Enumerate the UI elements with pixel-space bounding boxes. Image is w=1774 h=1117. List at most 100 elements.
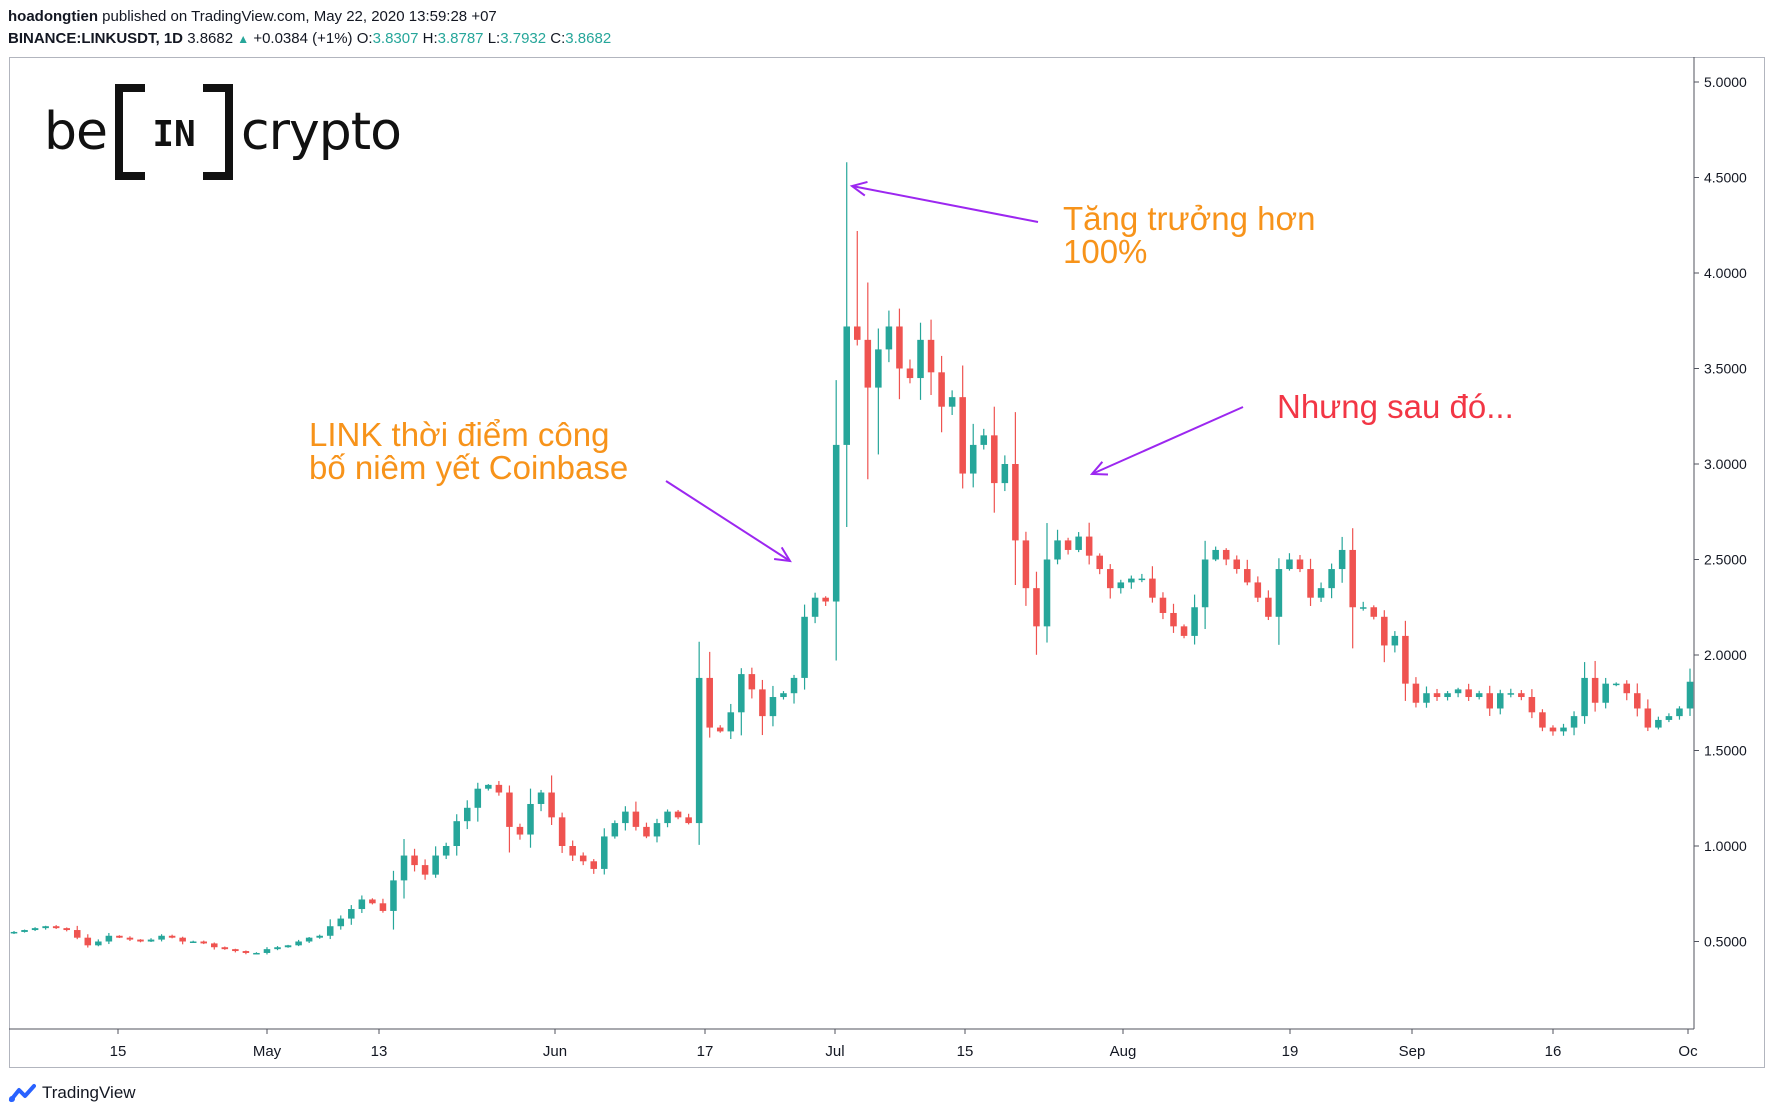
candle-body[interactable] <box>369 899 376 904</box>
candle-body[interactable] <box>200 941 208 944</box>
candle-body[interactable] <box>421 865 429 875</box>
candle-body[interactable] <box>506 792 513 827</box>
candle-body[interactable] <box>1244 569 1251 583</box>
candle-body[interactable] <box>31 928 39 931</box>
candle-body[interactable] <box>706 677 713 728</box>
candle-body[interactable] <box>485 784 492 789</box>
candle-body[interactable] <box>1539 712 1546 728</box>
candle-body[interactable] <box>548 792 555 818</box>
candle-body[interactable] <box>653 823 661 837</box>
candle-body[interactable] <box>1465 689 1472 698</box>
candle-body[interactable] <box>1391 635 1399 646</box>
candle-body[interactable] <box>1423 693 1430 703</box>
candle-body[interactable] <box>1655 719 1662 728</box>
candle-body[interactable] <box>1012 464 1019 541</box>
candle-body[interactable] <box>917 339 924 379</box>
candle-body[interactable] <box>411 855 418 866</box>
candle-body[interactable] <box>10 931 18 934</box>
candle-body[interactable] <box>137 939 144 942</box>
candle-body[interactable] <box>1486 693 1493 709</box>
candle-body[interactable] <box>1275 569 1283 617</box>
candle-body[interactable] <box>326 926 334 936</box>
candle-body[interactable] <box>189 941 197 944</box>
candle-body[interactable] <box>52 926 60 929</box>
candle-body[interactable] <box>832 444 840 602</box>
candle-body[interactable] <box>495 784 503 793</box>
candle-body[interactable] <box>1402 635 1409 684</box>
candle-body[interactable] <box>1222 549 1230 560</box>
candle-body[interactable] <box>1570 716 1578 728</box>
candle-body[interactable] <box>1191 607 1198 636</box>
candle-body[interactable] <box>875 349 882 388</box>
candle-body[interactable] <box>1064 540 1072 550</box>
candle-body[interactable] <box>738 674 745 713</box>
candle-body[interactable] <box>1212 549 1219 560</box>
candle-body[interactable] <box>1317 588 1325 598</box>
candle-body[interactable] <box>126 937 134 940</box>
candle-body[interactable] <box>295 941 302 946</box>
candle-body[interactable] <box>748 674 756 690</box>
candle-body[interactable] <box>906 368 914 379</box>
candle-body[interactable] <box>158 935 165 940</box>
candle-body[interactable] <box>1528 697 1536 713</box>
candle-body[interactable] <box>463 807 471 822</box>
candle-body[interactable] <box>179 937 186 942</box>
candle-body[interactable] <box>242 951 250 953</box>
candle-body[interactable] <box>948 397 956 407</box>
candle-body[interactable] <box>84 937 92 946</box>
candle-body[interactable] <box>1254 582 1262 598</box>
candle-body[interactable] <box>1033 588 1040 627</box>
candle-body[interactable] <box>843 326 850 445</box>
candle-body[interactable] <box>716 727 724 732</box>
candle-body[interactable] <box>348 909 355 919</box>
candle-body[interactable] <box>1307 569 1314 598</box>
candle-body[interactable] <box>695 677 703 824</box>
candle-body[interactable] <box>664 811 671 824</box>
candle-body[interactable] <box>1022 540 1030 589</box>
candle-body[interactable] <box>1338 549 1346 570</box>
candle-body[interactable] <box>221 947 229 950</box>
candle-body[interactable] <box>400 855 408 881</box>
candle-body[interactable] <box>569 846 576 856</box>
candle-body[interactable] <box>263 949 271 953</box>
candle-body[interactable] <box>442 846 450 856</box>
candle-body[interactable] <box>1665 716 1673 720</box>
candle-body[interactable] <box>1328 569 1335 589</box>
tradingview-footer[interactable]: TradingView <box>8 1083 136 1103</box>
candle-body[interactable] <box>95 941 102 946</box>
candle-body[interactable] <box>590 861 598 869</box>
candle-body[interactable] <box>685 817 692 824</box>
candle-body[interactable] <box>769 697 777 717</box>
candle-body[interactable] <box>1496 693 1504 709</box>
candle-body[interactable] <box>1149 578 1156 598</box>
candle-body[interactable] <box>1549 727 1557 732</box>
candle-body[interactable] <box>601 836 608 869</box>
candle-body[interactable] <box>938 372 945 407</box>
candle-body[interactable] <box>811 597 819 617</box>
candle-body[interactable] <box>1001 464 1009 484</box>
candle-body[interactable] <box>358 899 366 910</box>
candle-body[interactable] <box>1591 677 1599 703</box>
candle-body[interactable] <box>1560 727 1567 732</box>
candle-body[interactable] <box>379 903 387 911</box>
candle-body[interactable] <box>1128 578 1135 583</box>
candle-body[interactable] <box>1233 559 1241 570</box>
candle-body[interactable] <box>537 792 545 804</box>
candle-body[interactable] <box>73 930 81 938</box>
candle-body[interactable] <box>1433 693 1441 698</box>
candle-body[interactable] <box>42 926 49 929</box>
candle-body[interactable] <box>1180 626 1188 636</box>
candle-body[interactable] <box>632 811 640 827</box>
candle-body[interactable] <box>1518 693 1525 698</box>
candle-body[interactable] <box>1138 578 1146 581</box>
candle-body[interactable] <box>1507 693 1515 695</box>
candle-body[interactable] <box>854 326 861 340</box>
candle-body[interactable] <box>1370 607 1378 617</box>
candle-body[interactable] <box>63 928 70 931</box>
candle-body[interactable] <box>1085 536 1093 556</box>
candle-body[interactable] <box>759 689 766 717</box>
candle-body[interactable] <box>1201 559 1209 608</box>
candle-body[interactable] <box>305 937 313 942</box>
candle-body[interactable] <box>1054 540 1061 560</box>
candle-body[interactable] <box>1612 683 1620 686</box>
